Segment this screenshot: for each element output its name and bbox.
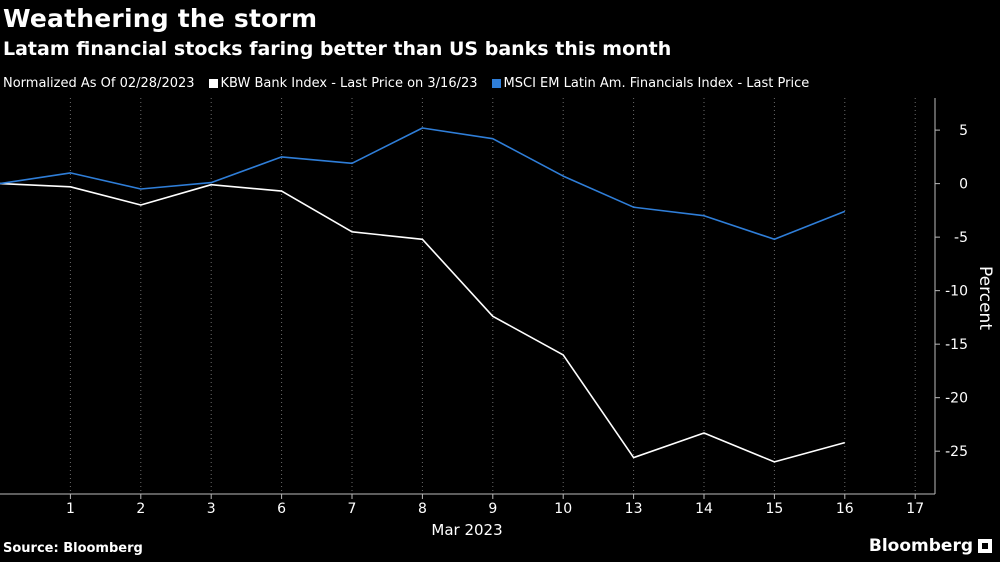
brand-mark-icon <box>978 539 992 553</box>
series-line-kbw <box>0 182 846 463</box>
legend-note: Normalized As Of 02/28/2023 <box>3 76 195 91</box>
x-tick-label: 15 <box>765 501 783 517</box>
legend-swatch-msci <box>491 79 501 88</box>
source-note: Source: Bloomberg <box>3 541 143 556</box>
series <box>0 127 846 463</box>
brand-logo: Bloomberg <box>869 536 992 556</box>
x-tick-label: 6 <box>277 501 286 517</box>
x-tick-label: 13 <box>625 501 643 517</box>
legend: Normalized As Of 02/28/2023 KBW Bank Ind… <box>3 76 823 91</box>
legend-item-msci: MSCI EM Latin Am. Financials Index - Las… <box>491 76 810 91</box>
x-tick-label: 8 <box>418 501 427 517</box>
series-line-msci <box>0 127 846 241</box>
legend-note-label: Normalized As Of 02/28/2023 <box>3 76 195 91</box>
x-tick-label: 7 <box>348 501 357 517</box>
chart-title: Weathering the storm <box>3 4 318 33</box>
axes: 1 2 3 6 7 8 9 10 13 14 15 16 17 5 0 -5 -10 -15 -20 -25 <box>0 98 968 517</box>
y-axis-title: Percent <box>975 266 995 330</box>
x-axis-title: Mar 2023 <box>431 521 502 539</box>
y-tick-label: -25 <box>945 444 968 460</box>
y-tick-label: 0 <box>959 177 968 193</box>
x-tick-label: 3 <box>207 501 216 517</box>
legend-label-msci: MSCI EM Latin Am. Financials Index - Las… <box>503 76 810 91</box>
y-tick-label: -10 <box>945 284 968 300</box>
brand-name: Bloomberg <box>868 536 973 556</box>
x-tick-label: 9 <box>488 501 497 517</box>
y-tick-label: 5 <box>959 123 968 139</box>
legend-label-kbw: KBW Bank Index - Last Price on 3/16/23 <box>220 76 478 91</box>
x-tick-label: 1 <box>66 501 75 517</box>
x-tick-label: 14 <box>695 501 713 517</box>
x-tick-label: 16 <box>836 501 854 517</box>
y-tick-label: -5 <box>954 230 968 246</box>
x-tick-label: 17 <box>906 501 924 517</box>
y-tick-label: -20 <box>945 391 968 407</box>
gridlines <box>69 98 916 494</box>
chart-subtitle: Latam financial stocks faring better tha… <box>3 38 672 60</box>
x-tick-label: 2 <box>136 501 145 517</box>
y-tick-label: -15 <box>945 337 968 353</box>
x-tick-label: 10 <box>554 501 572 517</box>
legend-item-kbw: KBW Bank Index - Last Price on 3/16/23 <box>208 76 478 91</box>
legend-swatch-kbw <box>208 79 218 88</box>
